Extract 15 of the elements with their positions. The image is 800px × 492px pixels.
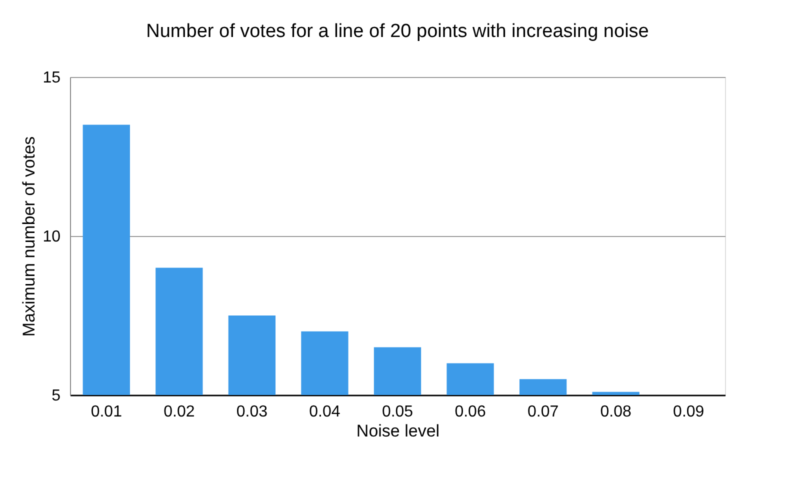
x-tick-label: 0.03 <box>236 404 268 420</box>
x-axis-title: Noise level <box>356 422 440 440</box>
x-tick-label: 0.09 <box>673 404 704 420</box>
x-tick-label: 0.04 <box>309 404 340 420</box>
y-tick-label: 15 <box>42 70 61 86</box>
x-tick-label: 0.02 <box>164 404 195 420</box>
x-tick-label: 0.08 <box>600 404 632 420</box>
x-tick-label: 0.05 <box>382 404 414 420</box>
y-tick-label: 10 <box>42 228 61 246</box>
y-tick-label: 5 <box>52 388 61 404</box>
x-tick-label: 0.06 <box>454 404 486 420</box>
x-tick-label: 0.07 <box>527 404 559 420</box>
y-axis-title: Maximum number of votes <box>20 136 39 337</box>
x-tick-label: 0.01 <box>90 404 122 420</box>
chart-title: Number of votes for a line of 20 points with increasing noise <box>146 21 649 42</box>
